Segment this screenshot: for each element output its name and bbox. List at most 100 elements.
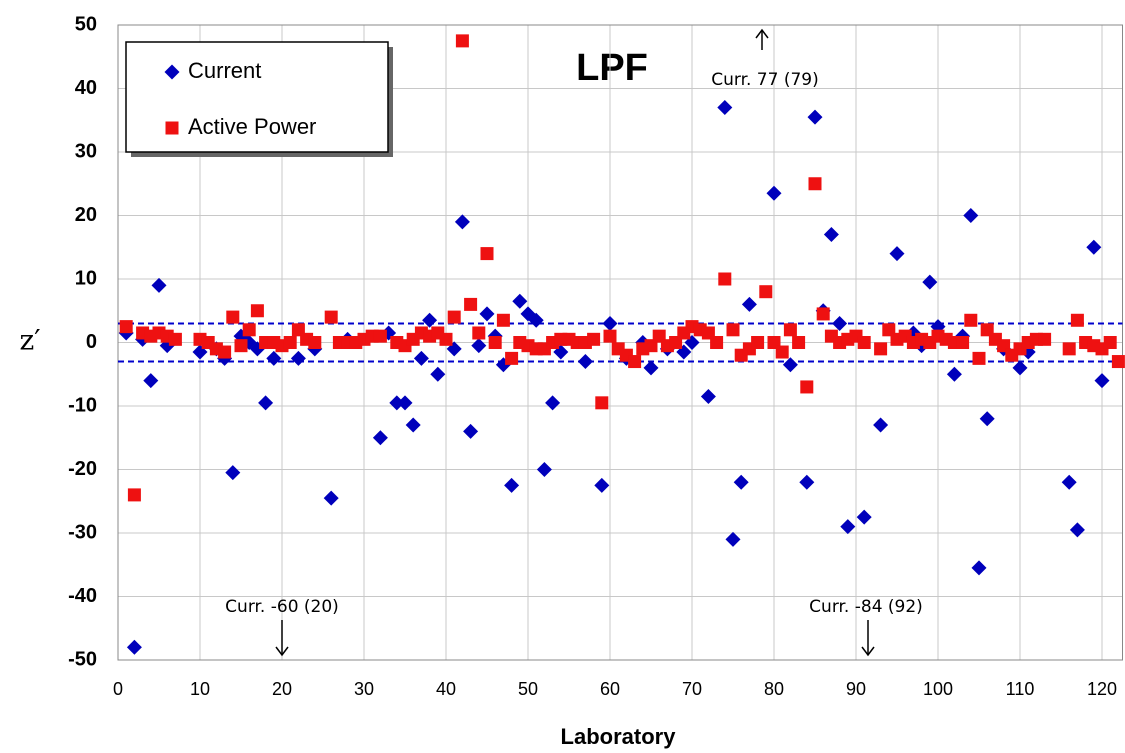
y-tick-label: 20	[75, 204, 97, 226]
point	[587, 332, 601, 346]
point	[1094, 373, 1110, 389]
point	[717, 100, 733, 116]
annotation-arrowhead	[755, 28, 769, 39]
point	[799, 474, 815, 490]
y-tick-label: 30	[75, 140, 97, 162]
point	[250, 304, 264, 318]
point	[472, 326, 486, 340]
point	[413, 350, 429, 366]
point	[710, 336, 724, 349]
y-axis-label: z′	[19, 324, 40, 357]
point	[479, 306, 495, 322]
point	[595, 396, 609, 410]
point	[422, 312, 438, 328]
point	[430, 366, 446, 382]
point	[889, 246, 905, 262]
point	[946, 366, 962, 382]
x-tick-label: 80	[764, 679, 784, 699]
point	[874, 342, 888, 356]
annotation-arrowhead	[861, 646, 875, 657]
point	[151, 277, 167, 293]
x-tick-label: 90	[846, 679, 866, 699]
point	[308, 336, 322, 349]
point	[741, 296, 757, 312]
y-tick-label: -40	[68, 585, 97, 607]
point	[800, 380, 814, 394]
point	[290, 350, 306, 366]
point	[454, 214, 470, 230]
annotation-arrowhead	[275, 646, 289, 657]
point	[766, 185, 782, 201]
point	[512, 293, 528, 309]
point	[397, 395, 413, 411]
point	[372, 430, 388, 446]
point	[857, 336, 871, 349]
point	[471, 338, 487, 354]
point	[405, 417, 421, 433]
point	[1062, 342, 1076, 356]
point	[856, 509, 872, 525]
x-axis-label: Laboratory	[561, 724, 677, 749]
point	[168, 332, 182, 346]
x-tick-label: 20	[272, 679, 292, 699]
point	[1069, 522, 1085, 538]
point	[783, 323, 797, 337]
point	[577, 354, 593, 370]
chart-title: LPF	[576, 47, 648, 89]
x-tick-label: 40	[436, 679, 456, 699]
y-tick-label: -20	[68, 458, 97, 480]
x-tick-label: 30	[354, 679, 374, 699]
annotation: Curr. -84 (92)	[809, 597, 923, 617]
point	[628, 355, 642, 369]
point	[505, 351, 519, 365]
point	[832, 315, 848, 331]
point	[956, 336, 970, 349]
legend-marker	[165, 121, 179, 135]
point	[726, 323, 740, 337]
point	[808, 177, 822, 191]
plot-frame	[117, 24, 1123, 661]
y-tick-label: -30	[68, 521, 97, 543]
point	[782, 357, 798, 373]
point	[643, 360, 659, 376]
point	[447, 310, 461, 324]
point	[1070, 313, 1084, 327]
point	[792, 336, 806, 349]
point	[242, 323, 256, 337]
point	[528, 312, 544, 328]
point	[323, 490, 339, 506]
point	[127, 488, 141, 502]
point	[504, 477, 520, 493]
point	[373, 329, 387, 343]
point	[963, 208, 979, 223]
point	[266, 350, 282, 366]
point	[1038, 332, 1052, 346]
point	[463, 423, 479, 439]
point	[602, 315, 618, 331]
point	[480, 247, 494, 261]
point	[964, 313, 978, 327]
point	[775, 345, 789, 359]
point	[972, 351, 986, 365]
legend-marker	[164, 64, 180, 80]
point	[225, 465, 241, 481]
y-tick-label: 50	[75, 13, 97, 35]
point	[816, 307, 830, 321]
point	[1086, 239, 1102, 255]
point	[234, 339, 248, 353]
point	[1061, 474, 1077, 490]
point	[733, 474, 749, 490]
point	[545, 395, 561, 411]
point	[823, 227, 839, 243]
x-tick-label: 10	[190, 679, 210, 699]
point	[389, 395, 405, 411]
y-tick-label: 0	[86, 331, 97, 353]
legend-label: Active Power	[188, 114, 316, 139]
point	[258, 395, 274, 411]
x-tick-label: 70	[682, 679, 702, 699]
point	[807, 109, 823, 125]
point	[594, 477, 610, 493]
legend-label: Current	[188, 58, 261, 83]
point	[283, 336, 297, 349]
